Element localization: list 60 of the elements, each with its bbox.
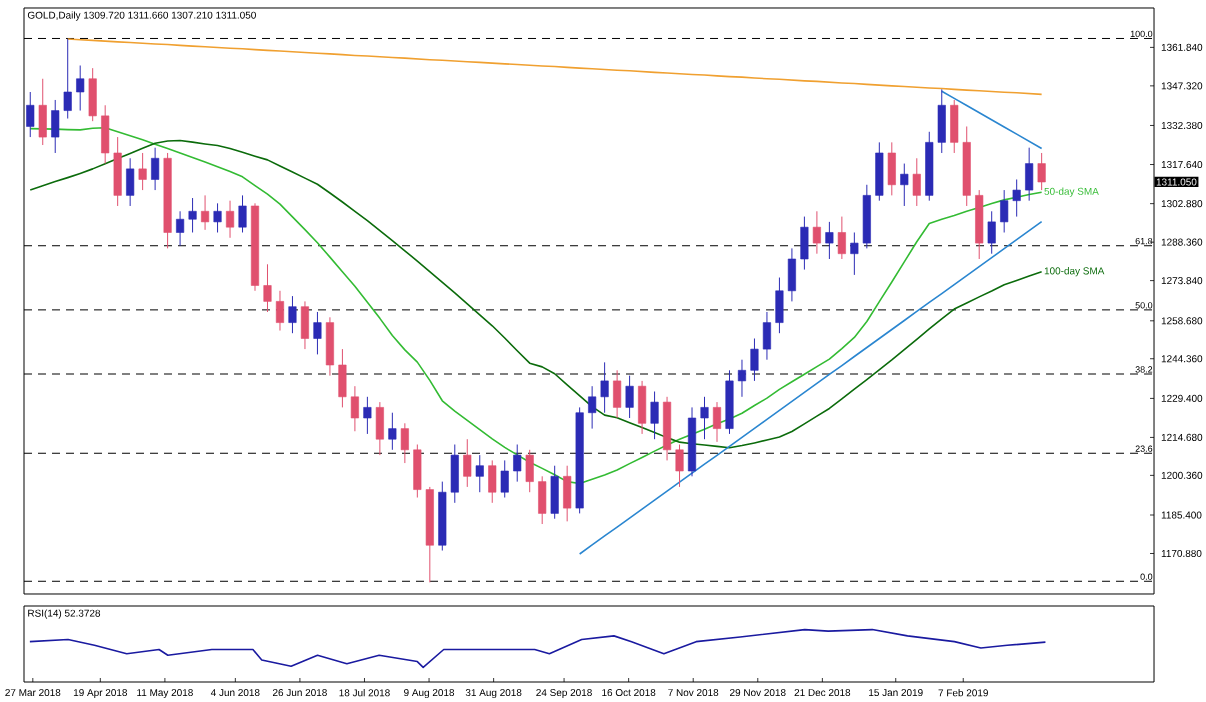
candlestick bbox=[1025, 147, 1034, 202]
candlestick bbox=[975, 189, 984, 260]
candlestick bbox=[538, 475, 547, 525]
candlestick bbox=[887, 141, 896, 196]
candlestick bbox=[325, 316, 334, 377]
candlestick bbox=[625, 375, 634, 419]
candlestick bbox=[500, 459, 509, 499]
candlestick bbox=[138, 152, 147, 191]
candlestick bbox=[338, 348, 347, 408]
candlestick bbox=[650, 391, 659, 440]
candlestick bbox=[700, 396, 709, 440]
candlestick bbox=[825, 221, 834, 260]
candlestick bbox=[725, 369, 734, 435]
candlestick bbox=[712, 401, 722, 443]
candlestick bbox=[912, 157, 921, 207]
candlestick bbox=[375, 401, 384, 456]
candlestick bbox=[987, 210, 996, 255]
candlestick bbox=[275, 290, 285, 332]
candlestick bbox=[388, 412, 397, 451]
candlestick bbox=[201, 194, 210, 231]
candlestick bbox=[638, 380, 647, 435]
candlestick bbox=[126, 157, 135, 207]
candlestick bbox=[225, 200, 235, 239]
candlestick bbox=[737, 359, 747, 398]
candlestick bbox=[38, 78, 47, 146]
candlestick bbox=[488, 459, 497, 504]
candlestick bbox=[750, 338, 759, 382]
candlestick bbox=[26, 91, 35, 138]
candlestick bbox=[463, 438, 472, 488]
candlestick bbox=[875, 141, 884, 202]
candlestick bbox=[1037, 152, 1046, 191]
candlestick bbox=[76, 65, 85, 112]
candlestick bbox=[525, 449, 534, 493]
candlestick bbox=[151, 147, 160, 191]
candlestick bbox=[238, 194, 247, 233]
candlestick bbox=[762, 311, 771, 361]
candlestick bbox=[775, 277, 784, 334]
candlestick bbox=[787, 247, 796, 302]
candlestick bbox=[350, 385, 359, 432]
candlestick bbox=[800, 216, 809, 271]
candlestick bbox=[663, 396, 672, 461]
candlestick bbox=[563, 465, 572, 522]
candlestick bbox=[288, 295, 297, 334]
candlestick bbox=[613, 369, 622, 419]
candlestick bbox=[550, 465, 559, 520]
candlestick bbox=[837, 216, 846, 260]
candlestick bbox=[400, 422, 409, 464]
candlestick bbox=[88, 67, 97, 122]
candlestick bbox=[812, 210, 821, 255]
candlestick bbox=[176, 210, 185, 247]
candlestick bbox=[363, 396, 372, 435]
candlestick bbox=[263, 263, 272, 313]
candlestick bbox=[900, 163, 909, 207]
candlestick bbox=[213, 202, 222, 233]
candlestick bbox=[675, 444, 684, 488]
candlestick bbox=[513, 444, 522, 483]
candlestick bbox=[188, 197, 197, 233]
candlestick bbox=[300, 300, 309, 350]
candlestick bbox=[313, 311, 322, 355]
candlestick bbox=[475, 454, 484, 493]
